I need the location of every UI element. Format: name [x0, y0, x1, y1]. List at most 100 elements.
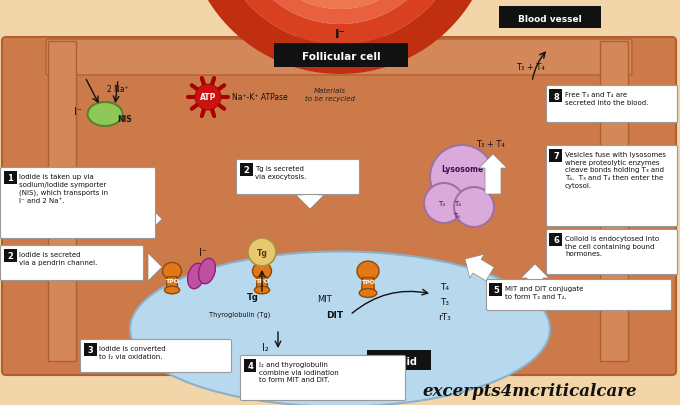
Text: rT₃: rT₃ [439, 313, 452, 322]
Text: Tg: Tg [247, 293, 259, 302]
Text: T₃ + T₄: T₃ + T₄ [475, 140, 505, 149]
Text: I₂: I₂ [262, 342, 269, 352]
Text: Follicular cell: Follicular cell [302, 52, 380, 62]
Text: Tg: Tg [256, 248, 267, 257]
FancyBboxPatch shape [486, 280, 671, 311]
Polygon shape [296, 194, 324, 209]
Polygon shape [361, 278, 375, 293]
Text: excerpts4mcriticalcare: excerpts4mcriticalcare [423, 383, 637, 399]
Text: 5: 5 [493, 286, 499, 295]
Ellipse shape [357, 262, 379, 281]
Text: MIT: MIT [318, 295, 333, 304]
Text: T₄: T₄ [441, 283, 449, 292]
FancyBboxPatch shape [3, 171, 16, 184]
FancyBboxPatch shape [243, 358, 256, 371]
Text: T₃: T₃ [439, 200, 445, 207]
Text: NIS: NIS [117, 115, 132, 124]
Ellipse shape [130, 252, 550, 405]
Text: Lysosome: Lysosome [441, 165, 483, 174]
Text: TPO: TPO [255, 278, 269, 284]
FancyBboxPatch shape [1, 168, 156, 239]
Text: 4: 4 [247, 362, 253, 371]
Text: 2: 2 [7, 252, 13, 261]
FancyBboxPatch shape [80, 340, 231, 373]
FancyBboxPatch shape [3, 249, 16, 262]
FancyBboxPatch shape [367, 350, 431, 370]
FancyBboxPatch shape [48, 42, 76, 361]
Text: MIT and DIT conjugate
to form T₃ and T₄.: MIT and DIT conjugate to form T₃ and T₄. [505, 285, 583, 299]
Text: T₃: T₃ [441, 298, 449, 307]
Text: Tg is secreted
via exocytosis.: Tg is secreted via exocytosis. [255, 166, 307, 179]
Circle shape [430, 146, 494, 209]
FancyBboxPatch shape [547, 86, 677, 123]
Text: TPO: TPO [361, 280, 375, 285]
FancyBboxPatch shape [274, 44, 408, 68]
FancyBboxPatch shape [3, 39, 64, 354]
Ellipse shape [188, 264, 205, 289]
Polygon shape [465, 255, 494, 281]
Polygon shape [167, 277, 177, 290]
Text: DIT: DIT [326, 311, 343, 320]
Text: Vesicles fuse with lysosomes
where proteolytic enzymes
cleave bonds holding T₃ a: Vesicles fuse with lysosomes where prote… [565, 151, 666, 189]
Text: Materials
to be recycled: Materials to be recycled [305, 88, 355, 102]
FancyBboxPatch shape [2, 38, 676, 375]
Text: 1: 1 [7, 174, 13, 183]
Ellipse shape [254, 286, 269, 294]
Text: T₃ + T₄: T₃ + T₄ [515, 63, 545, 72]
Text: Iodide is secreted
via a pendrin channel.: Iodide is secreted via a pendrin channel… [19, 252, 97, 265]
Text: 2 Na⁺: 2 Na⁺ [107, 85, 129, 94]
Text: Iodide is converted
to I₂ via oxidation.: Iodide is converted to I₂ via oxidation. [99, 345, 166, 359]
Ellipse shape [163, 263, 182, 280]
Text: Free T₃ and T₄ are
secreted into the blood.: Free T₃ and T₄ are secreted into the blo… [565, 92, 648, 105]
FancyBboxPatch shape [552, 39, 613, 354]
Text: 3: 3 [87, 345, 93, 355]
Polygon shape [190, 0, 490, 75]
Circle shape [454, 188, 494, 228]
FancyBboxPatch shape [549, 233, 562, 246]
FancyBboxPatch shape [1, 246, 143, 281]
FancyBboxPatch shape [84, 343, 97, 356]
Text: 7: 7 [553, 152, 559, 161]
Polygon shape [221, 0, 459, 45]
FancyBboxPatch shape [549, 89, 562, 102]
FancyBboxPatch shape [547, 230, 677, 275]
Polygon shape [241, 0, 439, 25]
Text: I₂ and thyroglobulin
combine via iodination
to form MIT and DIT.: I₂ and thyroglobulin combine via iodinat… [259, 361, 339, 383]
Text: Iodide is taken up via
sodium/iodide symporter
(NIS), which transports in
I⁻ and: Iodide is taken up via sodium/iodide sym… [19, 174, 108, 203]
Text: I⁻: I⁻ [199, 247, 207, 257]
Text: ATP: ATP [200, 93, 216, 102]
FancyBboxPatch shape [547, 146, 677, 227]
Text: T₄: T₄ [454, 200, 462, 207]
Ellipse shape [165, 286, 180, 294]
Text: Na⁺-K⁺ ATPase: Na⁺-K⁺ ATPase [232, 93, 288, 102]
Circle shape [424, 183, 464, 224]
FancyBboxPatch shape [241, 356, 405, 401]
Circle shape [195, 85, 221, 111]
FancyBboxPatch shape [499, 7, 601, 29]
Text: I⁻: I⁻ [335, 28, 345, 41]
Text: Thyroglobulin (Tg): Thyroglobulin (Tg) [209, 311, 271, 318]
Polygon shape [148, 205, 162, 233]
Text: 6: 6 [553, 236, 559, 245]
Polygon shape [256, 277, 268, 290]
Text: 2: 2 [243, 166, 249, 175]
Polygon shape [258, 0, 422, 10]
Polygon shape [148, 254, 162, 281]
FancyBboxPatch shape [490, 283, 503, 296]
Circle shape [248, 239, 276, 266]
FancyBboxPatch shape [239, 163, 252, 176]
FancyBboxPatch shape [237, 160, 360, 195]
Text: T₆: T₆ [454, 213, 460, 218]
Ellipse shape [359, 289, 377, 298]
Text: Colloid: Colloid [380, 356, 418, 366]
Polygon shape [521, 264, 549, 294]
Ellipse shape [88, 103, 122, 127]
Text: Colloid is endocytosed into
the cell containing bound
hormones.: Colloid is endocytosed into the cell con… [565, 235, 659, 257]
Text: TPO: TPO [165, 278, 179, 284]
FancyBboxPatch shape [46, 40, 632, 76]
Text: Blood vessel: Blood vessel [518, 15, 582, 23]
Ellipse shape [199, 259, 216, 284]
Polygon shape [479, 155, 507, 194]
Ellipse shape [252, 263, 271, 280]
FancyBboxPatch shape [600, 42, 628, 361]
